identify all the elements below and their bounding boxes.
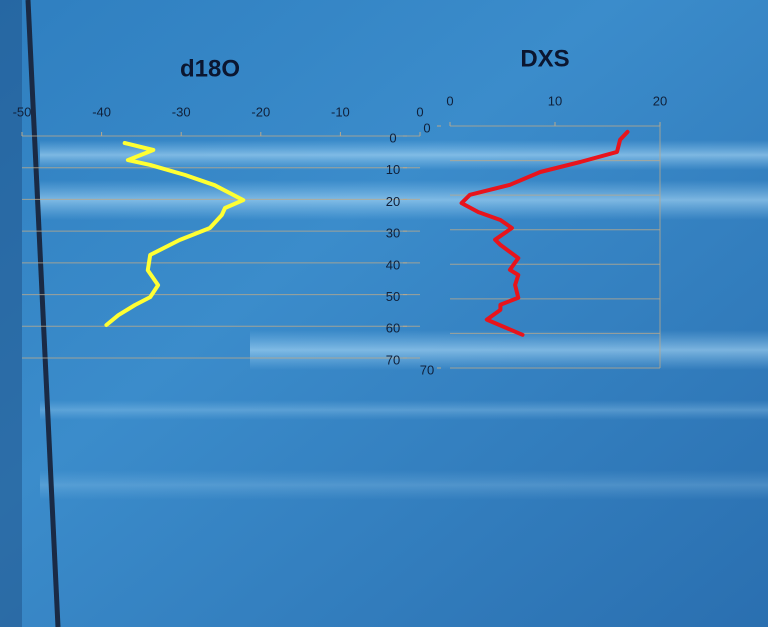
screenshot: d18O-50-40-30-20-100010203040506070DXS01… [0, 0, 768, 627]
x-tick-label: -20 [251, 104, 270, 119]
y-tick-label: 20 [386, 194, 400, 209]
y-tick-label: 70 [386, 352, 400, 367]
y-tick-label: 50 [386, 289, 400, 304]
x-tick-label: 0 [416, 104, 423, 119]
x-tick-label: -10 [331, 104, 350, 119]
y-tick-label: 60 [386, 321, 400, 336]
x-tick-label: -30 [172, 104, 191, 119]
y-tick-label: 70 [420, 362, 434, 377]
chart-title: d18O [180, 55, 240, 82]
x-tick-label: 20 [653, 93, 667, 108]
y-tick-label: 30 [386, 226, 400, 241]
ice-layer [250, 330, 768, 370]
x-tick-label: -40 [92, 104, 111, 119]
x-tick-label: 0 [446, 93, 453, 108]
ice-layer [40, 470, 768, 500]
core-edge [0, 0, 22, 627]
ice-layer [40, 400, 768, 420]
y-tick-label: 0 [389, 130, 396, 145]
ice-layer [40, 180, 768, 220]
y-tick-label: 10 [386, 162, 400, 177]
x-tick-label: -50 [13, 104, 32, 119]
x-tick-label: 10 [548, 93, 562, 108]
y-tick-label: 40 [386, 257, 400, 272]
y-tick-label: 0 [423, 120, 430, 135]
chart-title: DXS [520, 45, 569, 72]
